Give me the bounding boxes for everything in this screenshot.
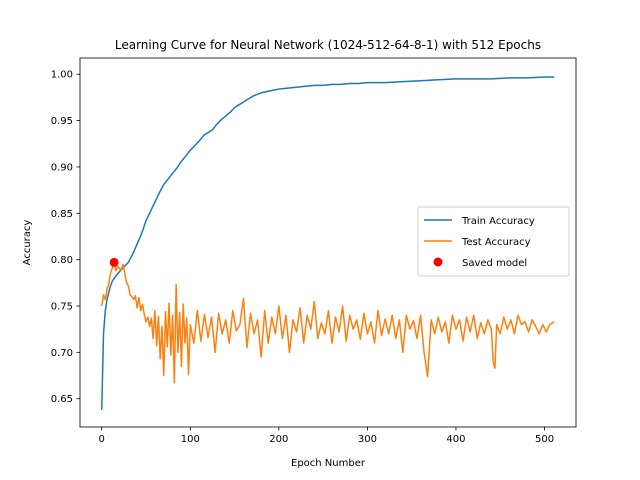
legend-label: Test Accuracy	[461, 237, 531, 248]
y-axis-label: Accuracy	[22, 220, 33, 266]
x-tick-label: 100	[181, 434, 200, 445]
marker-layer	[109, 257, 119, 267]
legend-box	[417, 206, 570, 277]
x-axis-ticks: 0 100 200 300 400 500	[99, 427, 554, 445]
y-tick-label: 0.95	[51, 116, 73, 127]
x-axis-label: Epoch Number	[291, 458, 366, 469]
plot-frame	[79, 57, 577, 428]
legend: Train Accuracy Test Accuracy Saved model	[417, 206, 570, 277]
y-tick-label: 1.00	[51, 70, 73, 81]
x-tick-label: 200	[269, 434, 288, 445]
legend-label: Saved model	[462, 258, 527, 269]
x-tick-label: 500	[535, 434, 554, 445]
x-tick-label: 300	[358, 434, 377, 445]
x-tick-label: 0	[99, 434, 105, 445]
series-line-1	[100, 261, 555, 384]
series-layer	[100, 76, 555, 410]
legend-swatch	[433, 257, 443, 267]
legend-label: Train Accuracy	[461, 216, 535, 227]
plot-area: 0 100 200 300 400 500 0.65 0.70 0.75 0.80 0.85 0.9…	[51, 57, 577, 445]
y-tick-label: 0.85	[51, 209, 73, 220]
chart-title: Learning Curve for Neural Network (1024-…	[115, 38, 541, 52]
series-line-0	[100, 76, 555, 410]
y-tick-label: 0.75	[51, 302, 73, 313]
y-tick-label: 0.80	[51, 255, 73, 266]
x-tick-label: 400	[446, 434, 465, 445]
y-tick-label: 0.70	[51, 348, 73, 359]
y-axis-ticks: 0.65 0.70 0.75 0.80 0.85 0.90 0.95 1.00	[51, 70, 80, 405]
saved-model-point	[109, 257, 119, 267]
y-tick-label: 0.65	[51, 394, 73, 405]
y-tick-label: 0.90	[51, 162, 73, 173]
